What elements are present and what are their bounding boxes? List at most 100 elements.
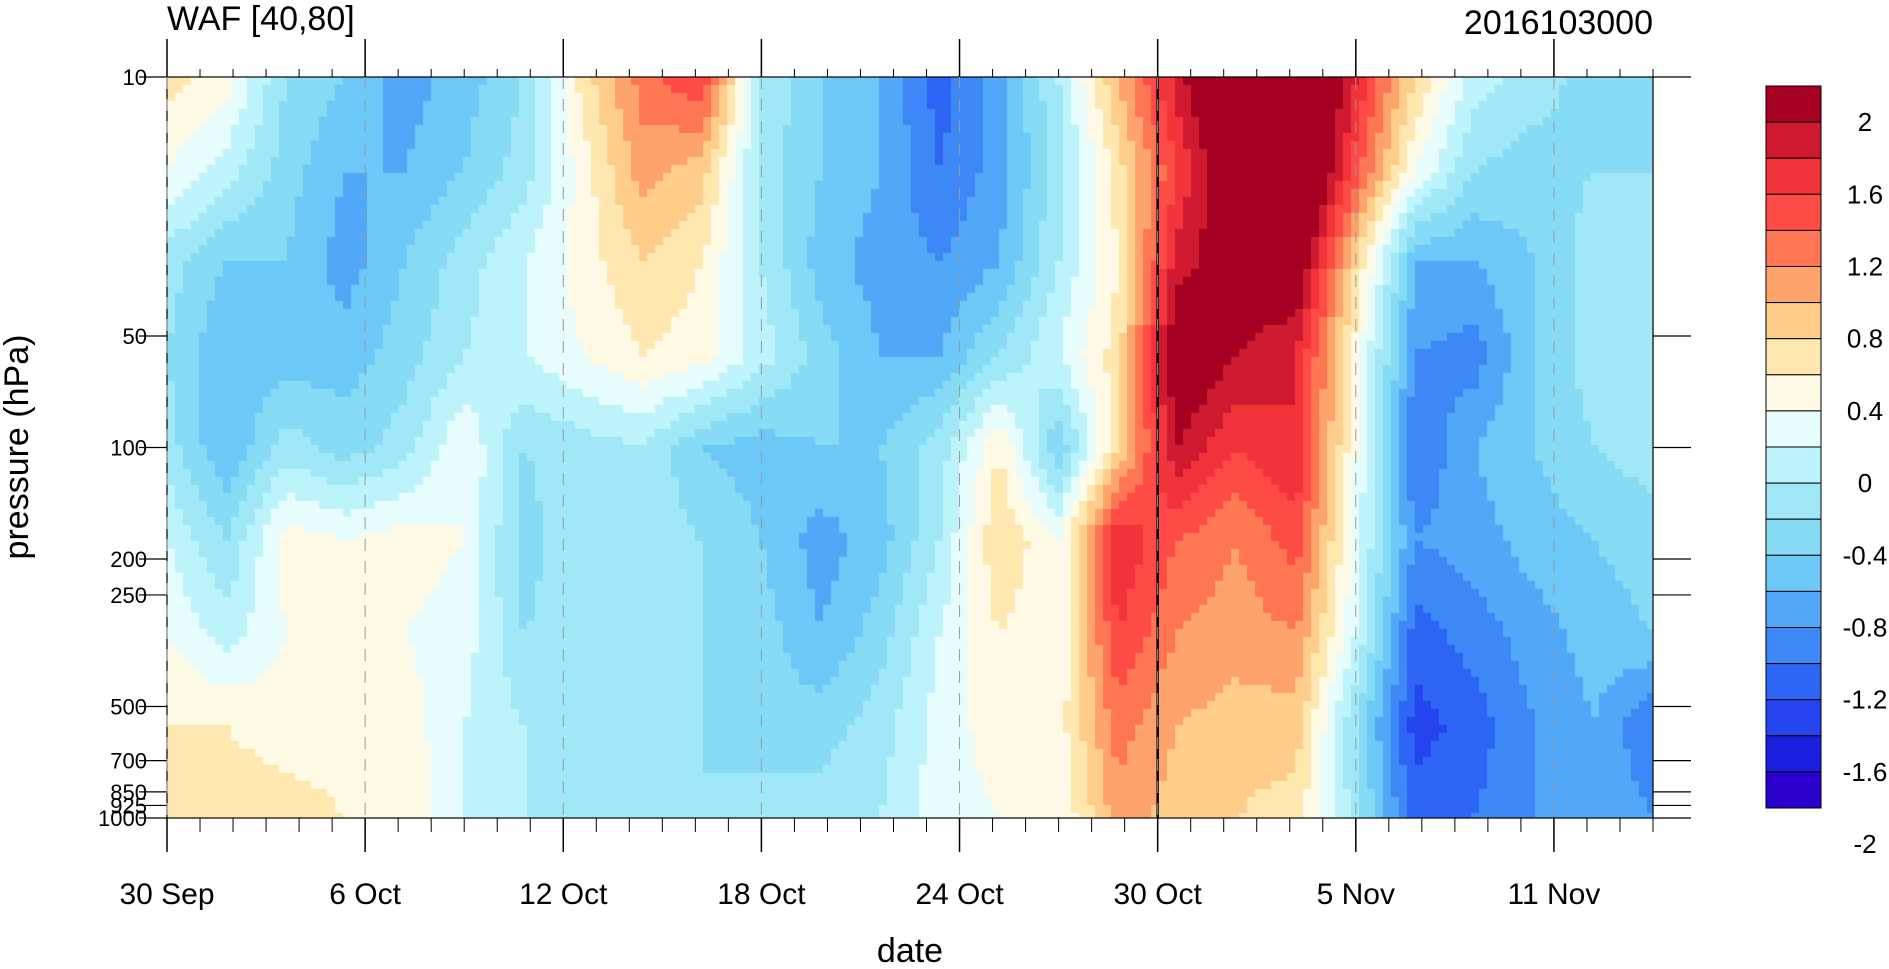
- contour-cell: [1535, 197, 1544, 206]
- contour-cell: [679, 109, 688, 118]
- contour-cell: [1031, 149, 1040, 158]
- contour-cell: [1447, 133, 1456, 142]
- contour-cell: [399, 125, 408, 134]
- contour-cell: [831, 149, 840, 158]
- contour-cell: [1439, 165, 1448, 174]
- contour-cell: [1135, 93, 1144, 102]
- contour-cell: [607, 229, 616, 238]
- contour-cell: [719, 213, 728, 222]
- contour-cell: [399, 237, 408, 246]
- contour-cell: [1599, 125, 1608, 134]
- contour-cell: [1479, 197, 1488, 206]
- contour-cell: [1159, 261, 1168, 270]
- contour-cell: [1159, 269, 1168, 278]
- contour-cell: [743, 133, 752, 142]
- contour-cell: [167, 125, 176, 134]
- contour-cell: [375, 101, 384, 110]
- contour-cell: [1479, 181, 1488, 190]
- contour-cell: [167, 101, 176, 110]
- contour-cell: [223, 165, 232, 174]
- contour-cell: [223, 77, 232, 86]
- contour-cell: [647, 125, 656, 134]
- contour-cell: [1071, 285, 1080, 294]
- contour-cell: [1023, 261, 1032, 270]
- contour-cell: [463, 197, 472, 206]
- contour-cell: [1007, 101, 1016, 110]
- contour-cell: [759, 237, 768, 246]
- contour-cell: [367, 109, 376, 118]
- contour-cell: [1119, 133, 1128, 142]
- contour-cell: [1175, 125, 1184, 134]
- contour-cell: [295, 245, 304, 254]
- contour-cell: [655, 181, 664, 190]
- contour-cell: [639, 189, 648, 198]
- contour-cell: [983, 149, 992, 158]
- contour-cell: [1127, 181, 1136, 190]
- contour-cell: [1631, 189, 1640, 198]
- contour-cell: [887, 141, 896, 150]
- contour-cell: [879, 117, 888, 126]
- contour-cell: [367, 125, 376, 134]
- contour-cell: [239, 117, 248, 126]
- contour-cell: [1327, 165, 1336, 174]
- contour-cell: [951, 133, 960, 142]
- contour-cell: [735, 93, 744, 102]
- contour-cell: [1415, 213, 1424, 222]
- contour-cell: [1463, 117, 1472, 126]
- contour-cell: [191, 197, 200, 206]
- contour-cell: [783, 261, 792, 270]
- contour-cell: [1575, 181, 1584, 190]
- contour-cell: [303, 157, 312, 166]
- contour-cell: [823, 77, 832, 86]
- contour-cell: [391, 101, 400, 110]
- contour-cell: [1487, 149, 1496, 158]
- contour-cell: [1559, 125, 1568, 134]
- contour-cell: [1551, 221, 1560, 230]
- contour-cell: [1431, 213, 1440, 222]
- contour-cell: [783, 109, 792, 118]
- contour-cell: [1279, 245, 1288, 254]
- contour-cell: [703, 125, 712, 134]
- contour-cell: [847, 117, 856, 126]
- contour-cell: [231, 149, 240, 158]
- contour-cell: [1023, 269, 1032, 278]
- contour-cell: [295, 221, 304, 230]
- contour-cell: [199, 253, 208, 262]
- contour-cell: [367, 205, 376, 214]
- contour-cell: [447, 213, 456, 222]
- contour-cell: [447, 277, 456, 286]
- contour-cell: [1159, 149, 1168, 158]
- contour-cell: [671, 269, 680, 278]
- contour-cell: [1159, 109, 1168, 118]
- contour-cell: [1615, 141, 1624, 150]
- contour-cell: [383, 165, 392, 174]
- contour-cell: [1271, 101, 1280, 110]
- contour-cell: [831, 165, 840, 174]
- contour-cell: [767, 253, 776, 262]
- contour-cell: [319, 261, 328, 270]
- contour-cell: [1039, 93, 1048, 102]
- contour-cell: [831, 77, 840, 86]
- contour-cell: [839, 213, 848, 222]
- contour-cell: [1039, 213, 1048, 222]
- contour-cell: [463, 189, 472, 198]
- contour-cell: [903, 189, 912, 198]
- contour-cell: [407, 205, 416, 214]
- contour-cell: [1183, 85, 1192, 94]
- contour-cell: [935, 149, 944, 158]
- contour-cell: [1215, 181, 1224, 190]
- contour-cell: [399, 261, 408, 270]
- contour-cell: [1535, 109, 1544, 118]
- contour-cell: [1639, 213, 1648, 222]
- contour-cell: [671, 141, 680, 150]
- contour-cell: [1535, 237, 1544, 246]
- contour-cell: [751, 77, 760, 86]
- contour-cell: [327, 261, 336, 270]
- contour-cell: [1055, 237, 1064, 246]
- contour-cell: [647, 221, 656, 230]
- contour-cell: [991, 237, 1000, 246]
- contour-cell: [503, 149, 512, 158]
- contour-cell: [607, 205, 616, 214]
- contour-cell: [367, 101, 376, 110]
- contour-cell: [1119, 221, 1128, 230]
